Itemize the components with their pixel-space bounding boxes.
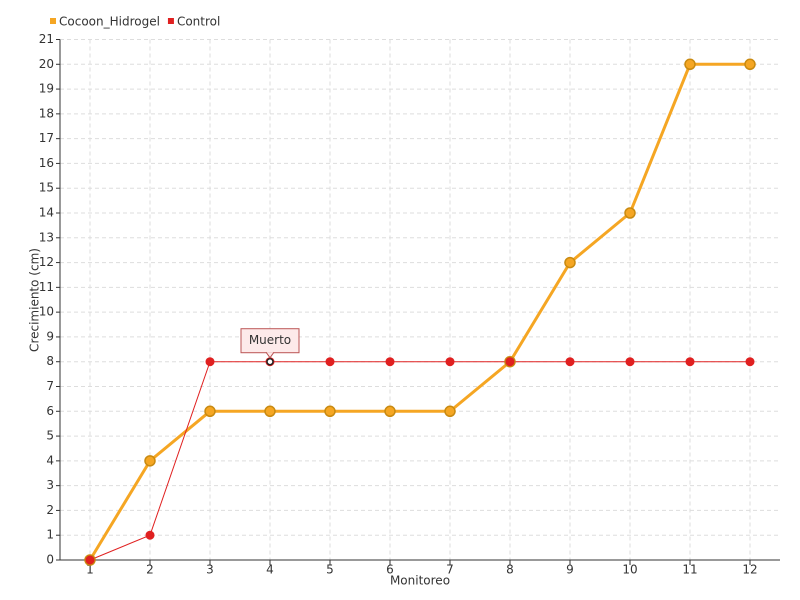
y-tick-label: 9: [46, 329, 54, 343]
y-tick-label: 18: [39, 106, 54, 120]
y-tick-label: 1: [46, 528, 54, 542]
data-point: [204, 405, 216, 418]
y-tick-label: 4: [46, 453, 54, 467]
x-tick-label: 10: [622, 563, 637, 577]
x-tick-label: 6: [386, 563, 394, 577]
data-point: [144, 455, 156, 467]
y-tick-label: 8: [46, 354, 54, 368]
y-tick-label: 0: [46, 553, 54, 567]
y-tick-label: 6: [46, 404, 54, 418]
annotation-box: [240, 328, 300, 354]
series-line: [89, 361, 750, 561]
y-tick-label: 16: [39, 156, 54, 170]
y-tick-label: 21: [39, 32, 54, 46]
annotation-point: [266, 357, 274, 366]
y-tick-label: 17: [39, 131, 54, 145]
data-point: [625, 357, 635, 367]
x-tick-label: 4: [266, 563, 274, 577]
x-tick-label: 7: [446, 563, 454, 577]
x-tick-label: 5: [326, 563, 334, 577]
data-point: [85, 555, 95, 565]
data-point: [444, 405, 456, 418]
data-point: [205, 357, 215, 367]
data-point: [685, 357, 695, 367]
y-axis-label: Crecimiento (cm): [28, 248, 42, 352]
x-tick-label: 8: [506, 563, 514, 577]
data-point: [445, 357, 455, 367]
y-tick-label: 3: [46, 478, 54, 492]
legend-swatch: [167, 18, 174, 24]
data-point: [325, 357, 335, 367]
y-tick-label: 20: [39, 57, 54, 71]
data-point: [565, 357, 575, 367]
data-point: [564, 256, 576, 269]
data-point: [264, 405, 276, 418]
annotation-pointer: [265, 351, 275, 359]
y-tick-label: 2: [46, 503, 54, 517]
y-tick-label: 11: [39, 280, 54, 294]
data-point: [385, 357, 395, 367]
data-point: [145, 530, 155, 540]
y-tick-label: 19: [39, 82, 54, 96]
data-point: [684, 58, 696, 71]
legend-swatch: [50, 18, 56, 24]
legend-label: Control: [177, 15, 220, 29]
y-tick-label: 15: [39, 181, 54, 195]
x-tick-label: 11: [682, 563, 697, 577]
data-point: [624, 207, 636, 219]
x-axis-label: Monitoreo: [390, 574, 450, 588]
x-tick-label: 2: [146, 563, 154, 577]
x-tick-label: 3: [206, 563, 214, 577]
y-tick-label: 5: [46, 429, 54, 443]
data-point: [505, 357, 515, 367]
y-tick-label: 10: [39, 305, 54, 319]
data-point: [384, 405, 396, 418]
x-tick-label: 1: [86, 563, 94, 577]
x-tick-label: 12: [742, 563, 757, 577]
data-point: [744, 58, 756, 71]
data-point: [745, 357, 755, 367]
legend-label: Cocoon_Hidrogel: [59, 15, 160, 29]
y-tick-label: 12: [39, 255, 54, 269]
y-tick-label: 7: [46, 379, 54, 393]
x-tick-label: 9: [566, 563, 574, 577]
annotation-text: Muerto: [249, 333, 291, 347]
y-tick-label: 14: [39, 206, 54, 220]
data-point: [324, 405, 336, 418]
y-tick-label: 13: [39, 230, 54, 244]
series-line: [88, 62, 750, 561]
